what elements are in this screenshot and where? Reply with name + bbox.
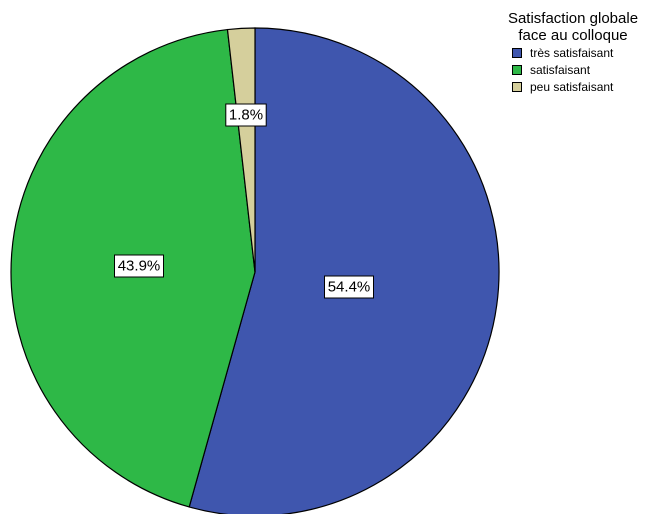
legend-item-1: très satisfaisant xyxy=(512,44,646,61)
legend-swatch-3 xyxy=(512,81,522,92)
legend-swatch-1 xyxy=(512,47,522,58)
data-label-box-2 xyxy=(114,254,164,278)
legend-label-2: satisfaisant xyxy=(530,62,591,77)
pie-slice-1 xyxy=(188,27,500,514)
legend-label-3: peu satisfaisant xyxy=(530,79,614,94)
legend-item-3: peu satisfaisant xyxy=(512,78,646,95)
legend-swatch-2 xyxy=(512,64,522,75)
legend-label-1: très satisfaisant xyxy=(530,45,614,60)
data-label-box-1 xyxy=(324,275,374,299)
data-label-text-2: 43.9% xyxy=(118,258,161,275)
legend: Satisfaction globale face au colloque tr… xyxy=(500,10,646,95)
data-label-2: 43.9% xyxy=(114,254,164,278)
data-label-text-3: 1.8% xyxy=(229,107,263,124)
data-label-3: 1.8% xyxy=(225,103,267,127)
data-label-1: 54.4% xyxy=(324,275,374,299)
legend-title: Satisfaction globale face au colloque xyxy=(507,10,639,44)
legend-item-2: satisfaisant xyxy=(512,61,646,78)
data-label-text-1: 54.4% xyxy=(328,279,371,296)
data-label-box-3 xyxy=(225,103,267,127)
pie-slice-3 xyxy=(226,27,256,273)
